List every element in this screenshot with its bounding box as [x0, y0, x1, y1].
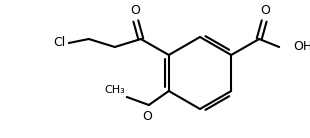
Text: Cl: Cl — [54, 36, 66, 50]
Text: O: O — [142, 110, 152, 123]
Text: OH: OH — [293, 40, 310, 54]
Text: O: O — [260, 4, 270, 17]
Text: CH₃: CH₃ — [104, 85, 125, 95]
Text: O: O — [130, 4, 140, 17]
